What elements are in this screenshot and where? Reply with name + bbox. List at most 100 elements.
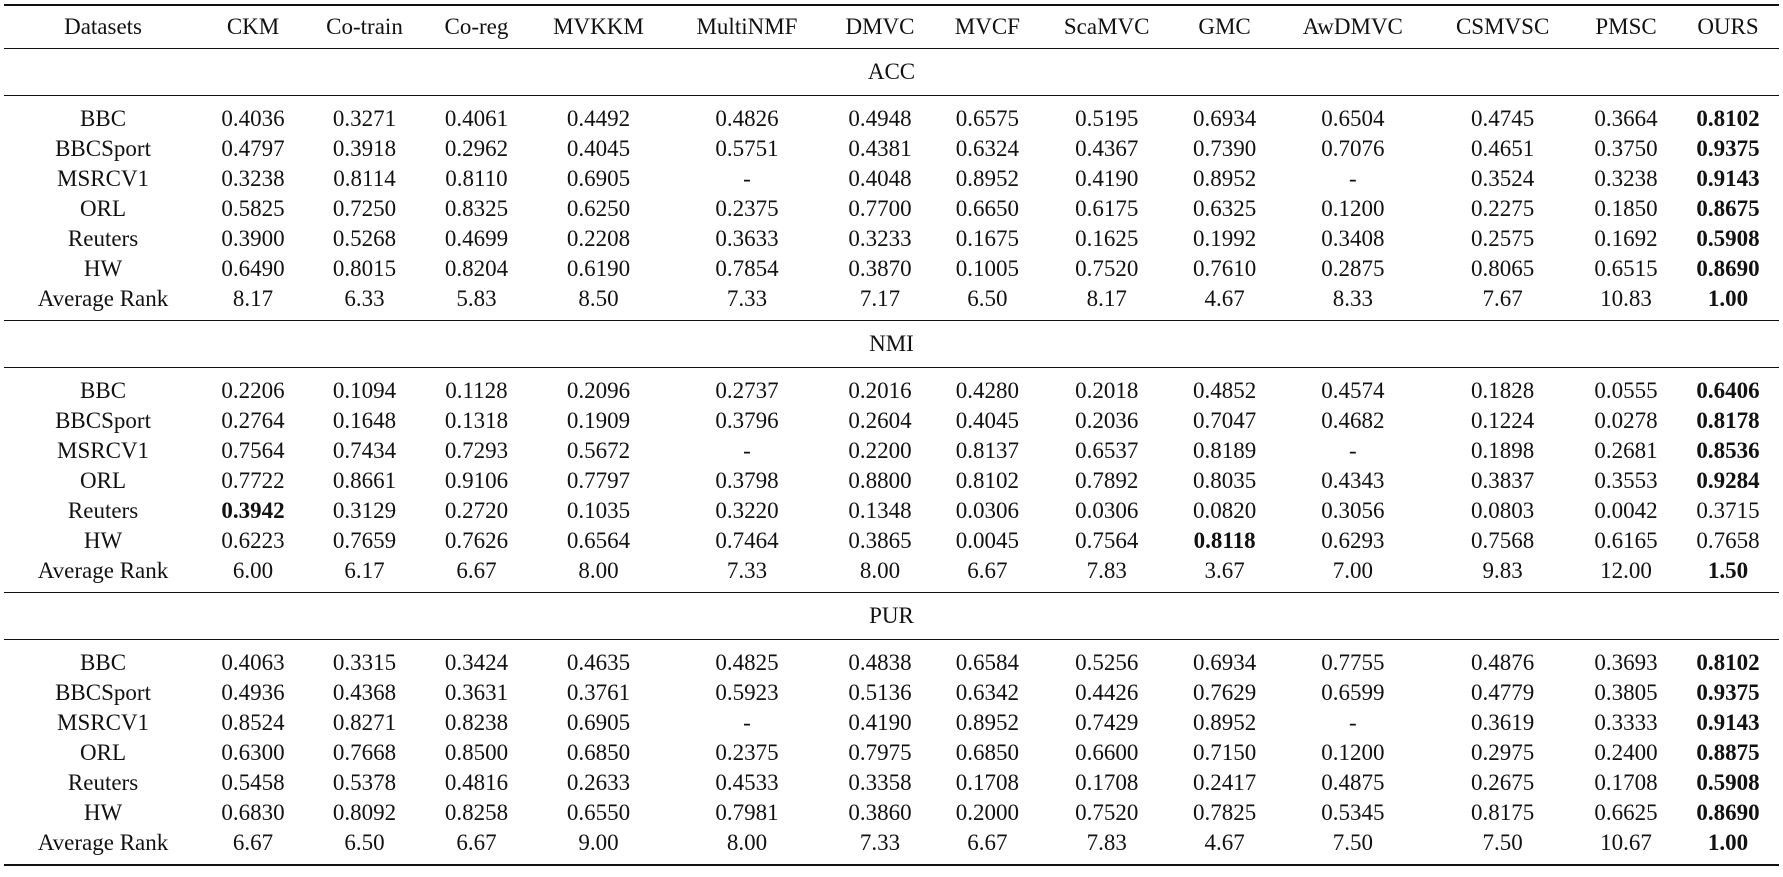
data-row: BBCSport 0.4797 0.3918 0.2962 0.4045 0.5751 0.… bbox=[4, 134, 1779, 164]
cell: - bbox=[1349, 710, 1357, 735]
cell: 0.3870 bbox=[848, 256, 912, 281]
cell: 0.2575 bbox=[1471, 226, 1535, 251]
cell: 0.6575 bbox=[955, 106, 1020, 131]
cell: 0.3553 bbox=[1594, 468, 1658, 493]
cell: 0.2206 bbox=[221, 378, 285, 403]
cell: 0.6325 bbox=[1192, 196, 1257, 221]
section-row: NMI bbox=[4, 320, 1779, 368]
cell: 0.4852 bbox=[1192, 378, 1257, 403]
cell: 0.2208 bbox=[566, 226, 631, 251]
cell: 0.7825 bbox=[1192, 800, 1257, 825]
cell: 7.83 bbox=[1039, 556, 1174, 593]
cell: 0.7047 bbox=[1192, 408, 1257, 433]
cell: 0.7568 bbox=[1471, 528, 1535, 553]
data-row: MSRCV1 0.3238 0.8114 0.8110 0.6905 - 0.4048 0.8… bbox=[4, 164, 1779, 194]
cell: 0.2417 bbox=[1192, 770, 1257, 795]
cell: 0.7668 bbox=[332, 740, 397, 765]
data-row: MSRCV1 0.7564 0.7434 0.7293 0.5672 - 0.2200 0.8… bbox=[4, 436, 1779, 466]
cell: 0.5908 bbox=[1696, 226, 1760, 251]
column-header: Co-train bbox=[303, 4, 426, 49]
section-title: PUR bbox=[4, 592, 1779, 640]
cell: 0.4699 bbox=[444, 226, 509, 251]
cell: 0.8118 bbox=[1193, 528, 1256, 553]
cell: 0.2975 bbox=[1471, 740, 1535, 765]
cell: 4.67 bbox=[1173, 284, 1276, 321]
data-row: Reuters 0.3900 0.5268 0.4699 0.2208 0.3633 0.3… bbox=[4, 224, 1779, 254]
cell: 0.4574 bbox=[1321, 378, 1385, 403]
header-row: Datasets CKM Co-train Co-reg MVKKM MultiNMF DM… bbox=[4, 4, 1779, 49]
data-row: ORL 0.7722 0.8661 0.9106 0.7797 0.3798 0.8800 0… bbox=[4, 466, 1779, 496]
cell: 0.2375 bbox=[715, 196, 779, 221]
cell: 0.7610 bbox=[1192, 256, 1257, 281]
cell: 0.3333 bbox=[1594, 710, 1658, 735]
cell: 0.8690 bbox=[1696, 800, 1760, 825]
cell: 0.0306 bbox=[955, 498, 1020, 523]
cell: 0.1992 bbox=[1192, 226, 1257, 251]
cell: - bbox=[1349, 438, 1357, 463]
cell: 0.6905 bbox=[566, 166, 631, 191]
column-header: Datasets bbox=[4, 4, 203, 49]
cell: 0.4036 bbox=[221, 106, 285, 131]
cell: 0.1224 bbox=[1471, 408, 1535, 433]
cell: 0.5345 bbox=[1321, 800, 1385, 825]
cell: 0.7659 bbox=[332, 528, 397, 553]
cell: 0.1128 bbox=[445, 378, 508, 403]
row-label: Average Rank bbox=[4, 284, 203, 321]
cell: 0.6625 bbox=[1594, 800, 1658, 825]
cell: 0.0042 bbox=[1594, 498, 1658, 523]
cell: 0.4190 bbox=[848, 710, 912, 735]
cell: 0.3918 bbox=[332, 136, 397, 161]
cell: 0.6300 bbox=[221, 740, 285, 765]
cell: 3.67 bbox=[1173, 556, 1276, 593]
cell: 0.5751 bbox=[715, 136, 779, 161]
cell: - bbox=[743, 438, 751, 463]
results-table: Datasets CKM Co-train Co-reg MVKKM MultiNMF DM… bbox=[4, 4, 1779, 866]
row-label: Reuters bbox=[67, 498, 139, 523]
cell: 0.9375 bbox=[1696, 680, 1760, 705]
cell: 0.6550 bbox=[566, 800, 631, 825]
cell: 0.5672 bbox=[566, 438, 631, 463]
cell: 7.33 bbox=[669, 556, 825, 593]
cell: 0.5458 bbox=[221, 770, 285, 795]
cell: 0.0306 bbox=[1075, 498, 1139, 523]
row-label: Reuters bbox=[67, 770, 139, 795]
cell: 0.4651 bbox=[1471, 136, 1535, 161]
cell: 0.6504 bbox=[1321, 106, 1385, 131]
cell: 0.3837 bbox=[1471, 468, 1535, 493]
row-label: ORL bbox=[80, 196, 127, 221]
cell: 0.7564 bbox=[1075, 528, 1139, 553]
cell: 0.8175 bbox=[1471, 800, 1535, 825]
data-row: MSRCV1 0.8524 0.8271 0.8238 0.6905 - 0.4190 0.8… bbox=[4, 708, 1779, 738]
cell: 0.7658 bbox=[1696, 528, 1760, 553]
cell: 0.3129 bbox=[332, 498, 397, 523]
cell: 0.0555 bbox=[1594, 378, 1658, 403]
data-row: BBCSport 0.4936 0.4368 0.3631 0.3761 0.5923 0.… bbox=[4, 678, 1779, 708]
cell: 0.1675 bbox=[955, 226, 1020, 251]
cell: 8.17 bbox=[202, 284, 304, 321]
data-row: Average Rank 6.67 6.50 6.67 9.00 8.00 7.33 6.67… bbox=[4, 828, 1779, 866]
cell: 0.4367 bbox=[1075, 136, 1139, 161]
cell: 0.2096 bbox=[566, 378, 631, 403]
cell: 0.4838 bbox=[848, 650, 912, 675]
cell: 8.50 bbox=[527, 284, 670, 321]
cell: 8.33 bbox=[1275, 284, 1431, 321]
cell: 0.0045 bbox=[955, 528, 1020, 553]
row-label: BBCSport bbox=[55, 408, 151, 433]
cell: 0.7629 bbox=[1192, 680, 1257, 705]
cell: 0.4826 bbox=[715, 106, 779, 131]
cell: 0.2962 bbox=[444, 136, 509, 161]
cell: 0.3408 bbox=[1321, 226, 1385, 251]
cell: 0.2764 bbox=[221, 408, 285, 433]
cell: 0.5378 bbox=[332, 770, 397, 795]
cell: 0.7892 bbox=[1075, 468, 1139, 493]
cell: 0.8661 bbox=[332, 468, 397, 493]
cell: 0.1828 bbox=[1471, 378, 1535, 403]
cell: 0.1708 bbox=[955, 770, 1020, 795]
cell: 0.8102 bbox=[955, 468, 1020, 493]
column-header: GMC bbox=[1173, 4, 1276, 49]
cell: 0.1898 bbox=[1471, 438, 1535, 463]
cell: 0.8536 bbox=[1696, 438, 1760, 463]
cell: 0.6537 bbox=[1075, 438, 1139, 463]
cell: 0.4343 bbox=[1321, 468, 1385, 493]
cell: 0.3619 bbox=[1471, 710, 1535, 735]
